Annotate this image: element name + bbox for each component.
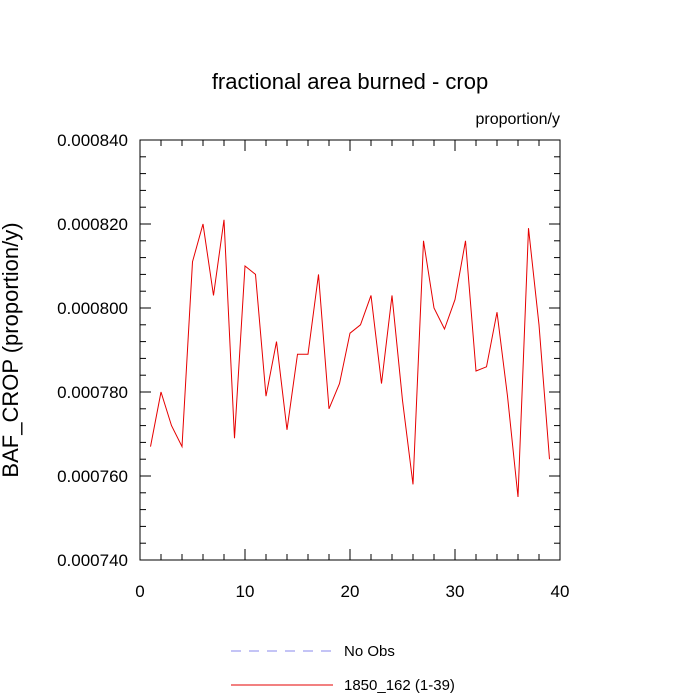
plot-area — [139, 139, 561, 561]
x-tick-label: 20 — [341, 582, 360, 601]
chart-title: fractional area burned - crop — [212, 69, 488, 94]
y-tick-label: 0.000780 — [57, 383, 128, 402]
y-tick-label: 0.000840 — [57, 131, 128, 150]
plot-frame — [139, 139, 561, 561]
x-tick-label: 40 — [551, 582, 570, 601]
legend-entry: No Obs — [231, 643, 395, 660]
y-axis-label: BAF_CROP (proportion/y) — [0, 222, 23, 477]
y-tick-label: 0.000800 — [57, 299, 128, 318]
x-tick-label: 0 — [135, 582, 144, 601]
axis-ticks — [139, 139, 561, 561]
x-tick-label: 30 — [446, 582, 465, 601]
series-layer — [150, 219, 550, 498]
units-label: proportion/y — [476, 111, 561, 128]
y-tick-label: 0.000740 — [57, 551, 128, 570]
x-tick-label: 10 — [236, 582, 255, 601]
y-tick-label: 0.000760 — [57, 467, 128, 486]
tick-labels: 0 10 20 30 40 0.000740 0.000760 0.000780 0.00080… — [57, 131, 569, 601]
legend-entry: 1850_162 (1-39) — [231, 677, 455, 694]
legend-label: No Obs — [344, 643, 395, 660]
legend-label: 1850_162 (1-39) — [344, 677, 455, 694]
legend: No Obs 1850_162 (1-39) — [231, 643, 455, 694]
series-line — [150, 219, 550, 498]
y-tick-label: 0.000820 — [57, 215, 128, 234]
